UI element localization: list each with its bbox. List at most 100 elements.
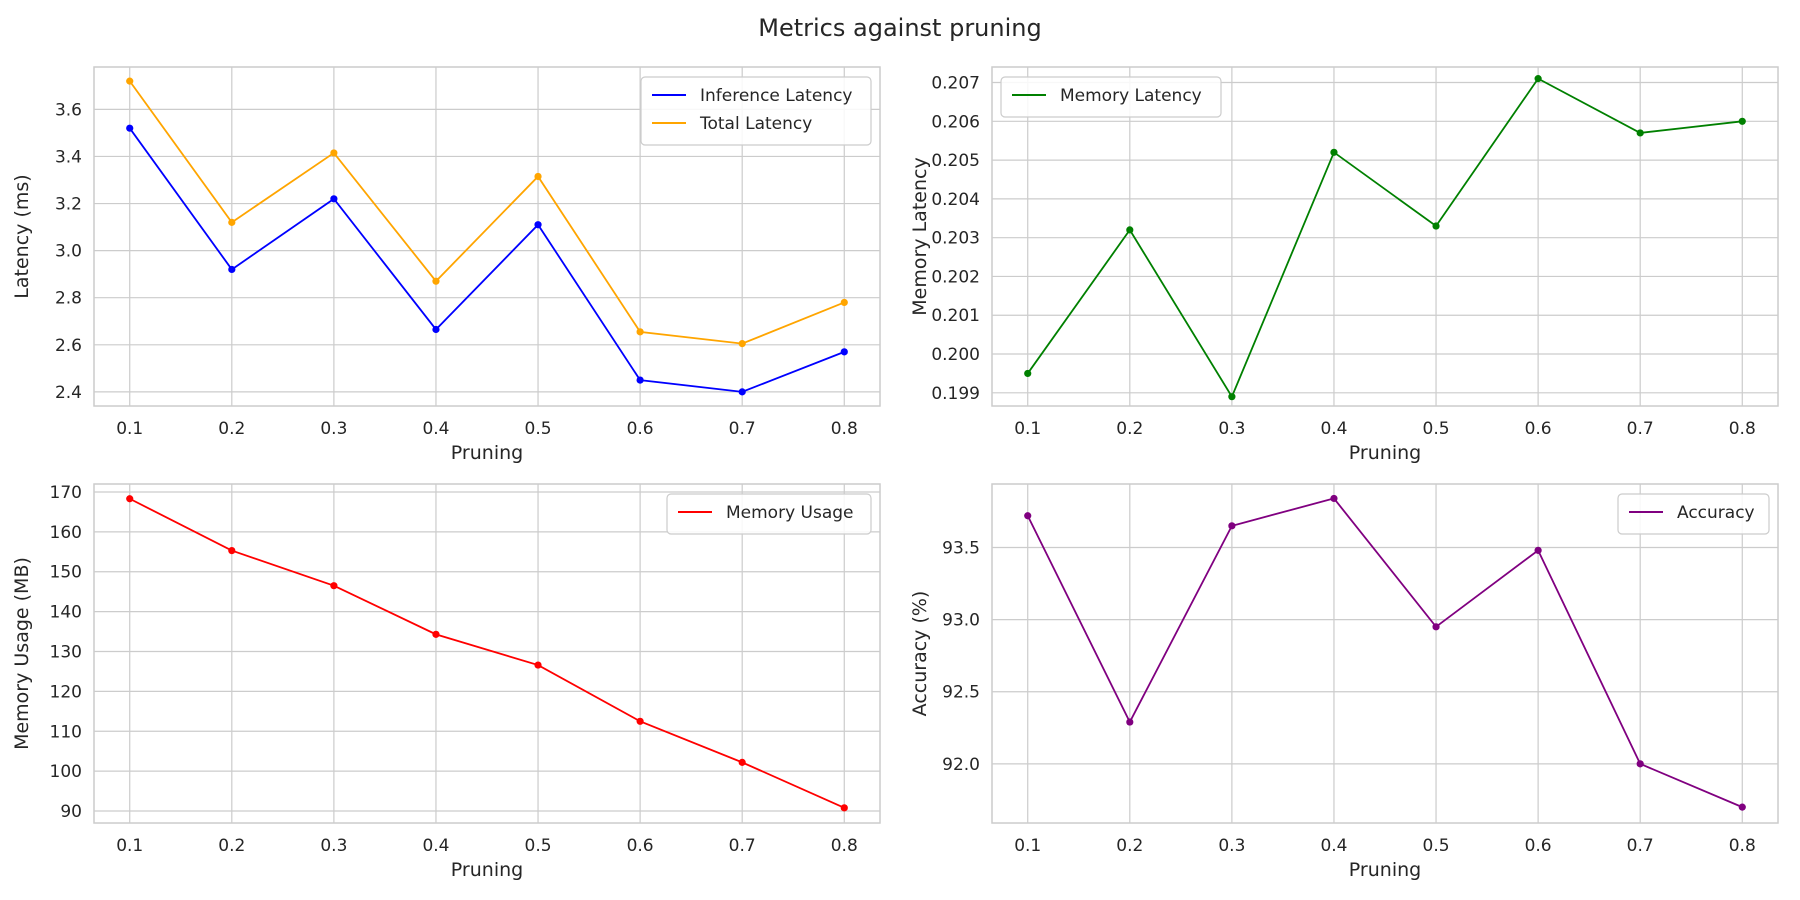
- data-point: [1330, 494, 1338, 503]
- y-tick-label: 93.0: [942, 611, 980, 631]
- legend: Accuracy: [1617, 493, 1770, 535]
- data-point: [330, 582, 338, 590]
- y-tick-label: 130: [50, 643, 82, 663]
- x-tick-label: 0.2: [1116, 419, 1143, 439]
- y-tick-label: 170: [50, 483, 82, 503]
- series-line: [128, 127, 845, 393]
- data-point: [1330, 148, 1338, 156]
- subplot-3: 0.1 0.2 0.3 0.4 0.5 0.6 0.7 0.8 90 100 110 120 130 14…: [11, 483, 881, 881]
- legend-box: [1000, 76, 1222, 118]
- data-point: [636, 328, 644, 336]
- y-tick-label: 0.206: [931, 112, 980, 132]
- data-point: [228, 218, 236, 226]
- x-tick-label: 0.3: [320, 836, 347, 856]
- plot-area: [94, 484, 880, 823]
- legend-label: Total Latency: [699, 114, 812, 134]
- y-tick-label: 2.8: [55, 289, 82, 309]
- y-tick-label: 100: [50, 762, 82, 782]
- data-point: [840, 804, 848, 812]
- legend-label: Inference Latency: [700, 86, 853, 106]
- subplot-2: 0.1 0.2 0.3 0.4 0.5 0.6 0.7 0.8 0.199 0.200 0.201 0…: [909, 66, 1779, 464]
- series-total-latency: [126, 77, 848, 348]
- series-line: [128, 80, 845, 345]
- x-tick-label: 0.1: [1014, 419, 1041, 439]
- data-point: [432, 630, 440, 638]
- x-tick-label: 0.6: [627, 836, 654, 856]
- x-tick-label: 0.2: [218, 836, 245, 856]
- x-tick-label: 0.8: [831, 836, 858, 856]
- axes-frame: [991, 66, 1779, 407]
- x-tick-label: 0.6: [1525, 419, 1552, 439]
- series-line: [1026, 77, 1743, 399]
- y-tick-label: 0.205: [931, 151, 980, 171]
- y-axis-label: Latency (ms): [11, 174, 33, 298]
- x-tick-label: 0.8: [831, 419, 858, 439]
- x-tick-label: 0.4: [422, 836, 449, 856]
- data-point: [1738, 117, 1746, 125]
- y-tick-label: 140: [50, 603, 82, 623]
- subplot-4: 0.1 0.2 0.3 0.4 0.5 0.6 0.7 0.8 92.0 92.5 93.0 93.5…: [909, 483, 1779, 881]
- data-point: [432, 277, 440, 285]
- data-point: [738, 758, 746, 766]
- y-tick-label: 150: [50, 563, 82, 583]
- data-point: [126, 77, 134, 85]
- y-tick-label: 3.0: [55, 242, 82, 262]
- x-axis-label: Pruning: [1349, 442, 1421, 464]
- y-tick-label: 0.202: [931, 267, 980, 287]
- y-tick-label: 3.6: [55, 100, 82, 120]
- data-point: [1534, 546, 1542, 554]
- x-tick-label: 0.4: [422, 419, 449, 439]
- series-accuracy: [1024, 494, 1746, 811]
- data-point: [636, 717, 644, 725]
- data-point: [534, 172, 542, 181]
- x-axis-label: Pruning: [451, 442, 523, 464]
- legend-box: [640, 76, 872, 146]
- x-tick-label: 0.7: [729, 836, 756, 856]
- x-tick-label: 0.8: [1729, 836, 1756, 856]
- legend-label: Memory Usage: [726, 503, 854, 523]
- data-point: [1738, 803, 1746, 811]
- plot-area: [992, 67, 1778, 406]
- legend: Inference Latency Total Latency: [640, 76, 872, 146]
- legend-box: [666, 493, 872, 535]
- y-tick-label: 0.207: [931, 74, 980, 94]
- x-axis-label: Pruning: [451, 859, 523, 881]
- y-tick-label: 0.201: [931, 306, 980, 326]
- y-tick-label: 0.203: [931, 229, 980, 249]
- y-tick-label: 3.2: [55, 195, 82, 215]
- data-point: [1024, 369, 1032, 378]
- x-tick-label: 0.5: [525, 419, 552, 439]
- x-tick-label: 0.3: [320, 419, 347, 439]
- data-point: [840, 348, 848, 356]
- x-tick-label: 0.5: [525, 836, 552, 856]
- y-tick-label: 93.5: [942, 538, 980, 558]
- series-line: [1026, 497, 1743, 808]
- data-point: [1228, 522, 1236, 530]
- y-axis-label: Memory Latency: [909, 157, 931, 315]
- data-point: [1636, 760, 1644, 768]
- data-point: [1228, 393, 1236, 401]
- y-tick-label: 110: [50, 722, 82, 742]
- series-memory-usage: [126, 495, 848, 812]
- data-point: [1636, 129, 1644, 137]
- x-tick-label: 0.7: [729, 419, 756, 439]
- data-point: [432, 325, 440, 334]
- series-line: [129, 497, 845, 809]
- x-tick-label: 0.3: [1218, 419, 1245, 439]
- figure-title: Metrics against pruning: [758, 14, 1042, 42]
- x-tick-label: 0.2: [218, 419, 245, 439]
- x-tick-label: 0.1: [1014, 836, 1041, 856]
- x-tick-label: 0.7: [1627, 419, 1654, 439]
- axes-frame: [991, 483, 1779, 824]
- y-axis-label: Memory Usage (MB): [11, 557, 33, 750]
- y-tick-label: 160: [50, 523, 82, 543]
- axes-frame: [93, 66, 881, 407]
- axes-frame: [93, 483, 881, 824]
- y-tick-label: 2.6: [55, 336, 82, 356]
- data-point: [126, 124, 134, 132]
- data-point: [330, 149, 338, 157]
- data-point: [840, 298, 848, 307]
- data-point: [534, 661, 542, 669]
